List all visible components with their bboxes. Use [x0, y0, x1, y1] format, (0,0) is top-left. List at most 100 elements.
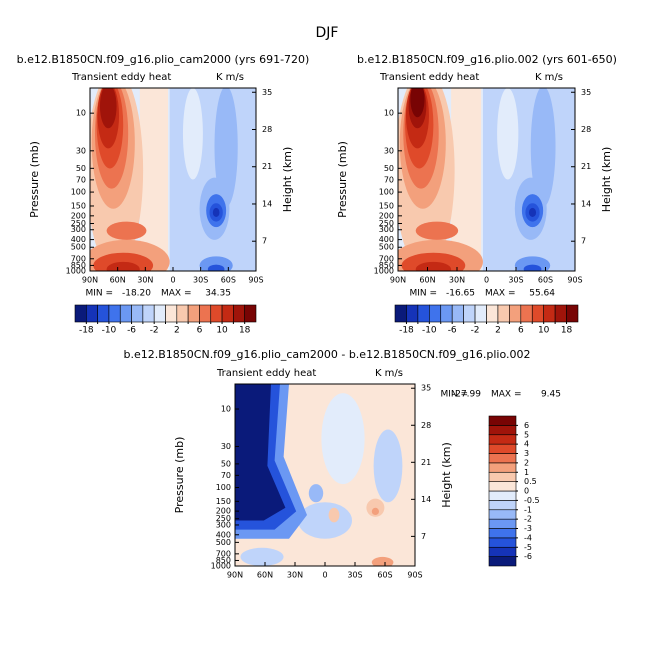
contour-fill — [415, 221, 459, 240]
y-tick-label: 10 — [76, 109, 86, 118]
max-caption: MAX = — [485, 289, 516, 299]
right-label: K m/s — [375, 368, 403, 379]
y-axis-label: Pressure (mb) — [336, 141, 349, 218]
x-tick-label: 60S — [538, 276, 553, 285]
colorbar-box — [531, 304, 544, 323]
colorbar-box — [131, 304, 144, 323]
contour-fill — [514, 256, 551, 271]
y2-tick-label: 7 — [581, 237, 586, 246]
colorbar-box — [497, 304, 510, 323]
y-axis-label: Pressure (mb) — [28, 141, 41, 218]
y2-tick-label: 14 — [581, 199, 591, 208]
x-tick-label: 30S — [508, 276, 523, 285]
colorbar-box — [488, 509, 517, 520]
colorbar-box — [486, 304, 499, 323]
contour-fill — [530, 88, 556, 207]
y2-tick-label: 14 — [262, 199, 272, 208]
min-value: -18.20 — [122, 289, 151, 299]
colorbar-label: 2 — [524, 458, 529, 467]
colorbar-label: -2 — [524, 515, 532, 524]
colorbar-label: 6 — [524, 421, 529, 430]
colorbar-label: -2 — [150, 326, 159, 336]
max-value: 34.35 — [205, 289, 231, 299]
contour-fill — [328, 507, 340, 523]
y-tick-label: 50 — [76, 164, 86, 173]
min-caption: MIN = — [409, 289, 437, 299]
colorbar-label: 4 — [524, 440, 529, 449]
colorbar-label: 18 — [239, 326, 251, 336]
colorbar-box — [165, 304, 178, 323]
colorbar-box — [488, 490, 517, 501]
colorbar-box — [488, 481, 517, 492]
y-tick-label: 400 — [216, 530, 231, 539]
colorbar-label: -5 — [524, 543, 532, 552]
y-tick-label: 300 — [379, 225, 394, 234]
min-value: -27.99 — [452, 390, 481, 400]
y-tick-label: 300 — [216, 520, 231, 529]
y-tick-label: 50 — [221, 459, 231, 468]
colorbar-label: -6 — [448, 326, 457, 336]
y-tick-label: 500 — [216, 538, 231, 547]
y-tick-label: 1000 — [66, 267, 86, 276]
colorbar-label: 18 — [561, 326, 573, 336]
colorbar-label: 0.5 — [524, 477, 537, 486]
y-tick-label: 850 — [379, 261, 394, 270]
min-caption: MIN = — [440, 390, 468, 400]
min-value: -16.65 — [446, 289, 475, 299]
min-caption: MIN = — [85, 289, 113, 299]
y-tick-label: 100 — [216, 483, 231, 492]
contour-fill — [415, 261, 452, 271]
y-tick-label: 700 — [379, 254, 394, 263]
x-tick-label: 30S — [347, 571, 362, 580]
colorbar-box — [488, 546, 517, 557]
y-tick-label: 500 — [379, 243, 394, 252]
colorbar-label: 6 — [197, 326, 203, 336]
y-tick-label: 30 — [76, 146, 86, 155]
y-tick-label: 70 — [221, 471, 231, 480]
contour-fill — [235, 384, 286, 521]
y2-tick-label: 28 — [581, 125, 591, 134]
y-tick-label: 50 — [384, 164, 394, 173]
colorbar-box — [543, 304, 556, 323]
x-tick-label: 60N — [110, 276, 126, 285]
y2-tick-label: 35 — [421, 384, 431, 393]
contour-fill — [182, 88, 203, 180]
colorbar-box — [488, 415, 517, 426]
contour-fill — [139, 88, 169, 271]
x-tick-label: 90S — [407, 571, 422, 580]
colorbar-box — [488, 556, 517, 567]
colorbar-label: 1 — [524, 468, 529, 477]
colorbar-label: -6 — [127, 326, 136, 336]
y-tick-label: 700 — [216, 549, 231, 558]
x-tick-label: 0 — [170, 276, 175, 285]
x-tick-label: 0 — [322, 571, 327, 580]
left-label: Transient eddy heat — [379, 72, 479, 83]
x-tick-label: 30N — [449, 276, 465, 285]
y-tick-label: 250 — [216, 514, 231, 523]
contour-fill — [207, 264, 225, 271]
colorbar-label: 3 — [524, 449, 529, 458]
y-tick-label: 250 — [379, 219, 394, 228]
x-tick-label: 0 — [484, 276, 489, 285]
contour-fill — [497, 88, 519, 180]
contour-fill — [373, 429, 403, 503]
y-tick-label: 30 — [384, 146, 394, 155]
colorbar-box — [474, 304, 487, 323]
panel-title: b.e12.B1850CN.f09_g16.plio.002 (yrs 601-… — [357, 53, 617, 66]
y-tick-label: 150 — [216, 497, 231, 506]
colorbar-label: 10 — [216, 326, 228, 336]
contour-fill — [308, 484, 324, 503]
colorbar-box — [119, 304, 132, 323]
contour-fill — [101, 88, 115, 110]
y-tick-label: 400 — [71, 235, 86, 244]
y-tick-label: 100 — [379, 188, 394, 197]
x-tick-label: 90N — [227, 571, 243, 580]
colorbar-box — [221, 304, 234, 323]
max-value: 55.64 — [529, 289, 555, 299]
colorbar-box — [142, 304, 155, 323]
colorbar-box — [153, 304, 166, 323]
y-tick-label: 300 — [71, 225, 86, 234]
y-tick-label: 700 — [71, 254, 86, 263]
colorbar-box — [488, 537, 517, 548]
